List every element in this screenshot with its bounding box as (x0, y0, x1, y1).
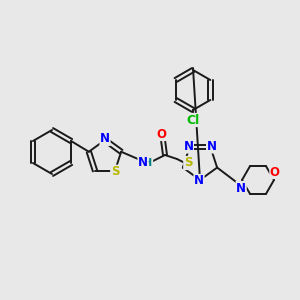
Text: O: O (156, 128, 166, 140)
Text: Cl: Cl (186, 113, 200, 127)
Text: N: N (207, 140, 217, 153)
Text: N: N (100, 133, 110, 146)
Text: N: N (194, 175, 204, 188)
Text: N: N (236, 182, 246, 194)
Text: S: S (184, 157, 192, 169)
Text: N: N (183, 140, 194, 153)
Text: O: O (270, 166, 280, 178)
Text: H: H (143, 158, 153, 168)
Text: S: S (111, 165, 119, 178)
Text: N: N (138, 157, 148, 169)
